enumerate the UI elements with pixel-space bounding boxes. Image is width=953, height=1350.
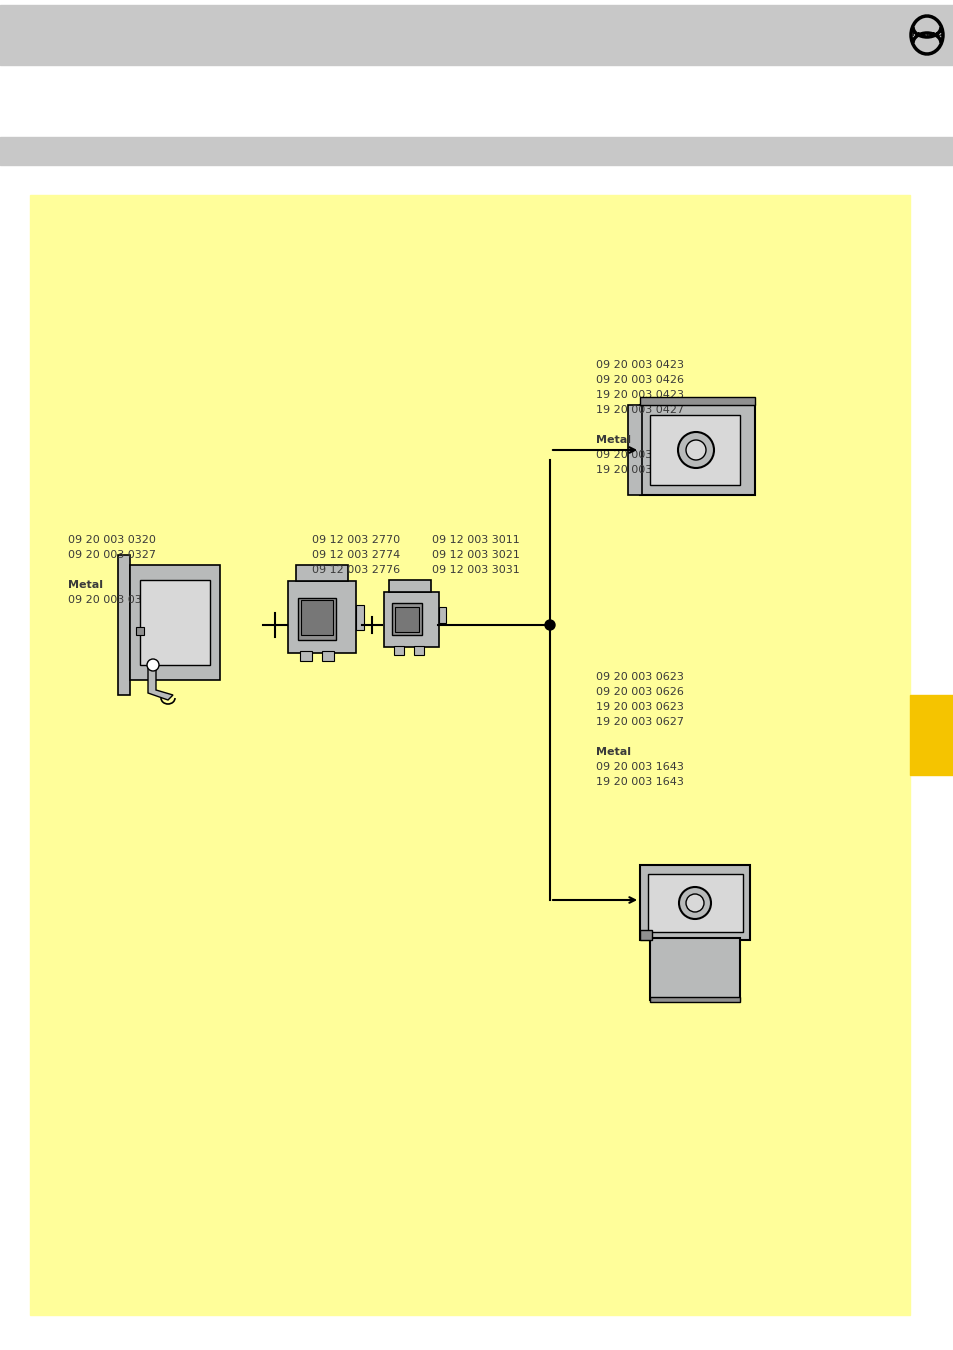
Circle shape [679,887,710,919]
Bar [301,599,333,634]
Circle shape [685,440,705,460]
Text: 09 12 003 2770: 09 12 003 2770 [312,535,399,545]
Text: Metal: Metal [596,435,630,446]
Bar [140,580,210,666]
Text: 19 20 003 0423: 19 20 003 0423 [596,390,683,400]
Circle shape [678,432,713,468]
Bar [647,873,742,932]
Text: 09 12 003 2774: 09 12 003 2774 [312,549,400,560]
Circle shape [147,659,159,671]
Bar [639,865,749,940]
Text: 09 20 003 0426: 09 20 003 0426 [596,375,683,385]
Circle shape [685,894,703,913]
Text: 09 20 003 0423: 09 20 003 0423 [596,360,683,370]
Bar [395,608,418,632]
Bar [136,626,144,634]
Text: Metal: Metal [68,580,103,590]
Bar [0,136,953,165]
Bar [438,608,446,622]
Text: 09 20 003 1443: 09 20 003 1443 [596,450,683,460]
Bar [322,651,334,661]
Polygon shape [148,666,172,701]
Bar [649,938,740,1000]
Bar [909,695,953,775]
Bar [389,580,431,593]
Text: 19 20 003 0627: 19 20 003 0627 [596,717,683,728]
Bar [355,605,364,630]
Bar [130,566,220,680]
Text: 09 12 003 3021: 09 12 003 3021 [432,549,519,560]
Text: 09 20 003 0626: 09 20 003 0626 [596,687,683,697]
Text: 09 20 003 1643: 09 20 003 1643 [596,761,683,772]
Bar [639,397,754,405]
Bar [639,405,754,495]
Bar [384,593,438,647]
Bar [288,580,355,653]
Bar [649,998,740,1002]
Bar [30,194,909,1315]
Bar [0,5,953,65]
Bar [392,603,421,634]
Bar [627,405,641,495]
Bar [649,414,740,485]
Bar [118,555,130,695]
Text: 19 20 003 1443: 19 20 003 1443 [596,464,683,475]
Bar [639,930,651,940]
Text: 19 20 003 1643: 19 20 003 1643 [596,778,683,787]
Circle shape [544,620,555,630]
Bar [297,598,335,640]
Text: 09 12 003 2776: 09 12 003 2776 [312,566,399,575]
Text: 09 12 003 3031: 09 12 003 3031 [432,566,519,575]
Text: 09 12 003 3011: 09 12 003 3011 [432,535,519,545]
Text: 09 20 003 0301: 09 20 003 0301 [68,595,155,605]
Bar [295,566,348,580]
Text: Metal: Metal [596,747,630,757]
Bar [299,651,312,661]
Text: 19 20 003 0427: 19 20 003 0427 [596,405,683,414]
Text: 09 20 003 0623: 09 20 003 0623 [596,672,683,682]
Text: 19 20 003 0623: 19 20 003 0623 [596,702,683,711]
Bar [394,647,403,655]
Text: 09 20 003 0327: 09 20 003 0327 [68,549,156,560]
Text: 09 20 003 0320: 09 20 003 0320 [68,535,155,545]
Text: HARTING: HARTING [910,32,942,38]
Bar [414,647,423,655]
